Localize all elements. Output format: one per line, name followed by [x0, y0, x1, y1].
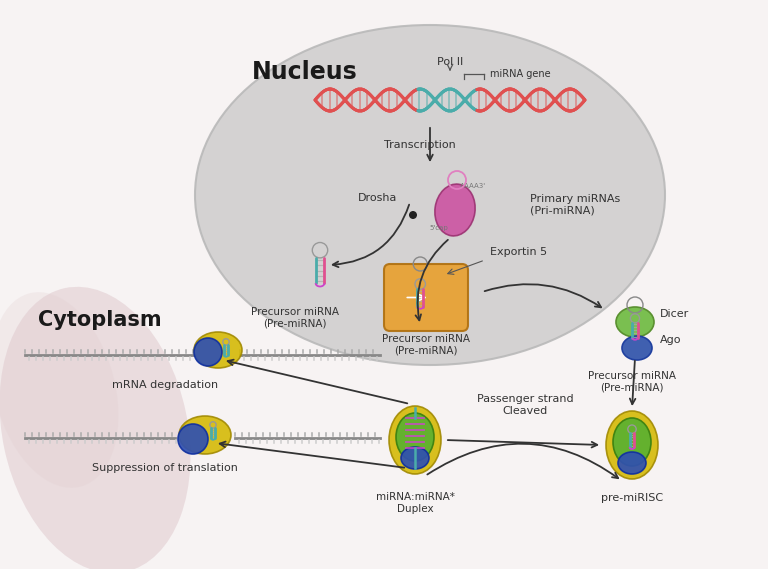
Ellipse shape	[0, 292, 118, 488]
Text: miRNA:miRNA*
Duplex: miRNA:miRNA* Duplex	[376, 492, 455, 514]
Ellipse shape	[194, 338, 222, 366]
Text: Precursor miRNA
(Pre-miRNA): Precursor miRNA (Pre-miRNA)	[382, 334, 470, 356]
Ellipse shape	[613, 418, 651, 466]
Text: miRNA gene: miRNA gene	[490, 69, 551, 79]
Text: Suppression of translation: Suppression of translation	[92, 463, 238, 473]
Text: Pol II: Pol II	[437, 57, 463, 67]
Text: mRNA degradation: mRNA degradation	[112, 380, 218, 390]
Ellipse shape	[616, 307, 654, 337]
Text: pre-miRISC: pre-miRISC	[601, 493, 663, 503]
Text: Drosha: Drosha	[358, 193, 397, 203]
Ellipse shape	[435, 184, 475, 236]
Circle shape	[409, 211, 417, 219]
Text: Primary miRNAs
(Pri-miRNA): Primary miRNAs (Pri-miRNA)	[530, 194, 621, 216]
Text: Precursor miRNA
(Pre-miRNA): Precursor miRNA (Pre-miRNA)	[588, 371, 676, 393]
Ellipse shape	[401, 447, 429, 469]
Text: Dicer: Dicer	[660, 309, 689, 319]
Text: Exportin 5: Exportin 5	[490, 247, 547, 257]
Ellipse shape	[195, 25, 665, 365]
Ellipse shape	[622, 336, 652, 360]
Text: Cytoplasm: Cytoplasm	[38, 310, 162, 330]
Text: Transcription: Transcription	[384, 140, 456, 150]
FancyBboxPatch shape	[384, 264, 468, 331]
Text: Precursor miRNA
(Pre-miRNA): Precursor miRNA (Pre-miRNA)	[251, 307, 339, 329]
Ellipse shape	[178, 424, 208, 454]
Text: Nucleus: Nucleus	[252, 60, 358, 84]
Ellipse shape	[0, 287, 190, 569]
Ellipse shape	[389, 406, 441, 474]
Text: Ago: Ago	[660, 335, 681, 345]
Ellipse shape	[618, 452, 646, 474]
Ellipse shape	[179, 416, 231, 454]
Text: AAAA3': AAAA3'	[460, 183, 486, 189]
Ellipse shape	[396, 413, 434, 461]
Text: Passenger strand
Cleaved: Passenger strand Cleaved	[477, 394, 574, 416]
Ellipse shape	[194, 332, 242, 368]
Text: 5'cap: 5'cap	[429, 225, 449, 231]
Ellipse shape	[0, 287, 190, 569]
Ellipse shape	[606, 411, 658, 479]
